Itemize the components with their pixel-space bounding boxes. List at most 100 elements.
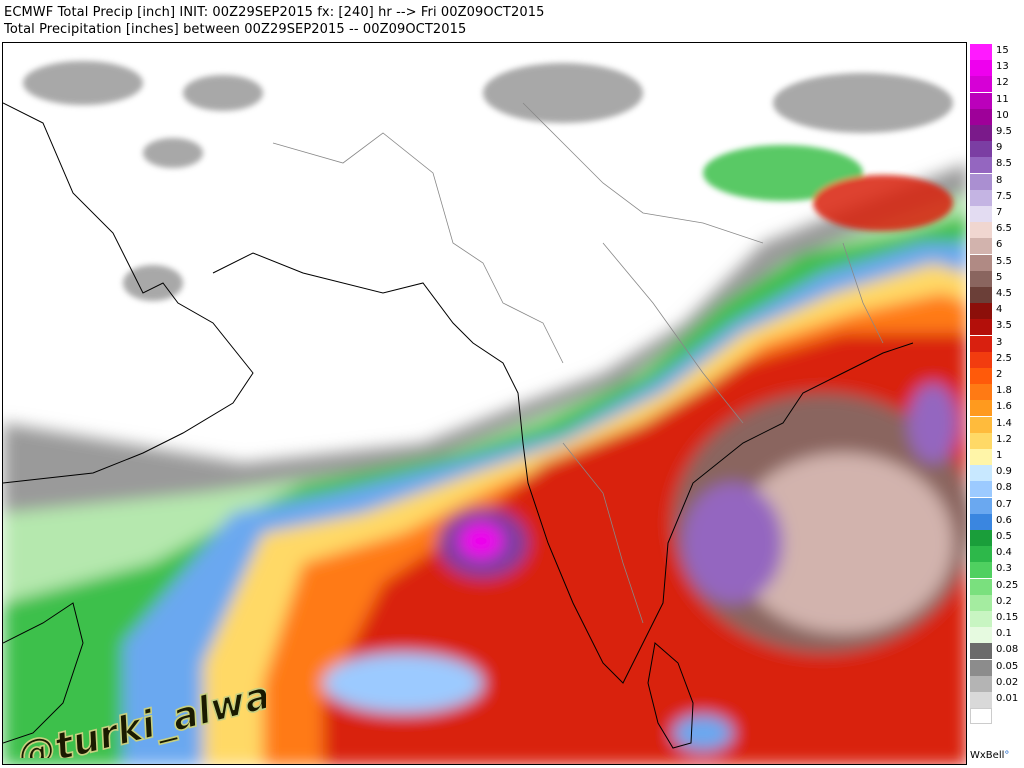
legend-swatch <box>970 643 992 660</box>
legend-row: 2 <box>968 368 1024 384</box>
legend-swatch <box>970 481 992 498</box>
legend-swatch <box>970 594 992 611</box>
legend-label: 0.08 <box>996 644 1019 656</box>
legend-label: 1.8 <box>996 385 1012 397</box>
watermark: @turki_alwaily <box>12 659 266 758</box>
legend-swatch <box>970 692 992 708</box>
legend-swatch <box>970 76 992 93</box>
light-precip-patches <box>23 61 953 301</box>
legend-swatch <box>970 546 992 563</box>
legend-label: 0.15 <box>996 612 1019 623</box>
legend-swatch <box>970 238 992 255</box>
legend-swatch <box>970 562 992 579</box>
legend-row: 0.6 <box>968 513 1024 530</box>
legend-swatch <box>970 206 992 222</box>
legend-row: 15 <box>968 44 1024 60</box>
legend-swatch <box>970 432 992 449</box>
legend-swatch <box>970 254 992 271</box>
legend-row: 8.5 <box>968 157 1024 174</box>
country-borders <box>272 102 884 624</box>
legend-row: 0.02 <box>968 675 1024 692</box>
legend-row: 1 <box>968 449 1024 465</box>
legend-label: 8 <box>996 174 1003 186</box>
legend-swatch <box>970 416 992 433</box>
legend-swatch <box>970 189 992 206</box>
legend-label: 0.1 <box>996 628 1012 640</box>
legend-row: 0.15 <box>968 611 1024 627</box>
legend-row: 6 <box>968 238 1024 255</box>
legend-label: 11 <box>996 93 1009 105</box>
legend-row: 11 <box>968 92 1024 109</box>
wxbell-dot-icon: ° <box>1004 750 1010 761</box>
legend-label: 7 <box>996 207 1003 218</box>
precipitation-map[interactable] <box>2 42 967 765</box>
legend-row: 1.4 <box>968 416 1024 433</box>
legend-label: 15 <box>996 45 1009 56</box>
legend-swatch <box>970 449 992 465</box>
legend-row: 0.4 <box>968 546 1024 563</box>
map-header: ECMWF Total Precip [inch] INIT: 00Z29SEP… <box>0 0 968 42</box>
legend-label: 2 <box>996 369 1003 380</box>
legend-row: 1.8 <box>968 384 1024 401</box>
legend-row: 0.7 <box>968 497 1024 514</box>
legend-row: 0.08 <box>968 643 1024 660</box>
legend-label: 1.4 <box>996 417 1012 429</box>
legend-swatch <box>970 108 992 125</box>
legend-row: 0.01 <box>968 692 1024 708</box>
legend-row: 2.5 <box>968 351 1024 368</box>
legend-label: 0.9 <box>996 466 1012 478</box>
legend-row: 0.05 <box>968 659 1024 676</box>
map-title: ECMWF Total Precip [inch] INIT: 00Z29SEP… <box>4 5 545 20</box>
legend-label: 3.5 <box>996 320 1012 332</box>
legend-label: 2.5 <box>996 352 1012 364</box>
legend-swatch <box>970 222 992 239</box>
legend-row: 1.2 <box>968 432 1024 449</box>
legend-row: 12 <box>968 76 1024 93</box>
legend-row: 5 <box>968 270 1024 287</box>
legend-label: 1.6 <box>996 401 1012 413</box>
legend-swatch <box>970 578 992 595</box>
legend-swatch <box>970 513 992 530</box>
legend-label: 1 <box>996 450 1003 461</box>
legend-row: 10 <box>968 108 1024 125</box>
legend-label: 4.5 <box>996 288 1012 299</box>
legend-row: 0.1 <box>968 627 1024 644</box>
legend-row: 4.5 <box>968 287 1024 303</box>
legend-row: 3 <box>968 335 1024 352</box>
legend-label: 0.05 <box>996 660 1019 672</box>
legend-swatch <box>970 92 992 109</box>
legend-label: 0.2 <box>996 595 1012 607</box>
legend-label: 3 <box>996 336 1003 348</box>
legend-row: 1.6 <box>968 400 1024 417</box>
legend-row: 0.5 <box>968 530 1024 546</box>
legend-swatch <box>970 465 992 482</box>
legend-row: 9 <box>968 141 1024 158</box>
legend-swatch <box>970 708 992 725</box>
legend-label: 0.7 <box>996 498 1012 510</box>
legend-swatch <box>970 368 992 384</box>
legend-row: 0.8 <box>968 481 1024 498</box>
legend-label: 1.2 <box>996 433 1012 445</box>
legend-row: 8 <box>968 173 1024 190</box>
legend-row: 13 <box>968 60 1024 77</box>
legend-swatch <box>970 497 992 514</box>
legend-swatch <box>970 530 992 546</box>
legend-label: 0.3 <box>996 563 1012 575</box>
legend-label: 10 <box>996 109 1009 121</box>
legend-row: 9.5 <box>968 125 1024 141</box>
legend-label: 6 <box>996 239 1003 251</box>
coastlines <box>3 102 914 749</box>
legend-swatch <box>970 675 992 692</box>
legend-label: 0.8 <box>996 482 1012 494</box>
legend-row: 7.5 <box>968 189 1024 206</box>
legend-swatch <box>970 287 992 303</box>
legend-label: 13 <box>996 61 1009 73</box>
precip-field <box>3 163 966 764</box>
map-subtitle: Total Precipitation [inches] between 00Z… <box>4 22 467 37</box>
legend-label: 0.25 <box>996 579 1019 591</box>
legend-swatch <box>970 384 992 401</box>
legend-label: 5 <box>996 271 1003 283</box>
legend-swatch <box>970 44 992 60</box>
legend-swatch <box>970 141 992 158</box>
legend-row: 7 <box>968 206 1024 222</box>
